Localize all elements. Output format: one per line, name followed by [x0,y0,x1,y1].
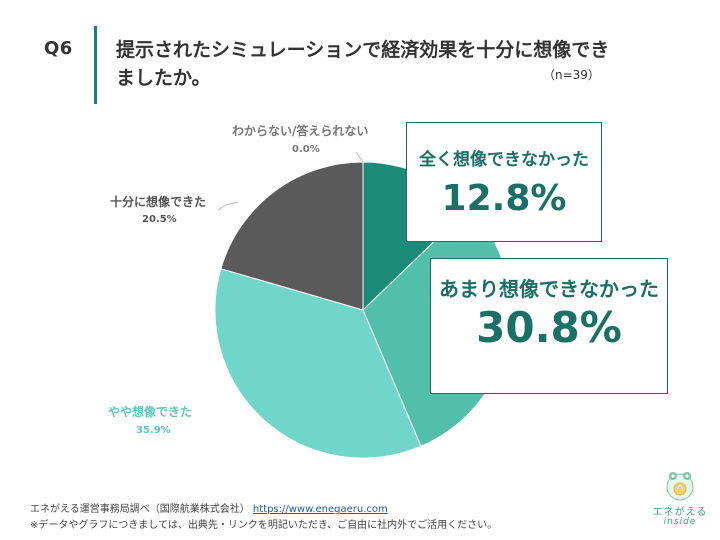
callout-not-really: あまり想像できなかった 30.8% [430,258,668,394]
source-text: エネがえる運営事務局調べ（国際航業株式会社） [30,504,250,515]
source-line: エネがえる運営事務局調べ（国際航業株式会社） https://www.enega… [30,500,388,515]
slice-label-somewhat-imagined: やや想像できた [108,405,193,419]
callout-not-at-all: 全く想像できなかった 12.8% [406,122,602,242]
slice-label-dont-know: わからない/答えられない [232,124,369,138]
leader-lines [217,151,364,211]
source-link[interactable]: https://www.enegaeru.com [252,504,388,515]
title-divider [94,26,97,104]
slice-value-dont-know: 0.0% [292,144,320,155]
logo-name: エネがえる [652,507,708,518]
slice-value-somewhat-imagined: 35.9% [136,425,171,436]
question-number: Q6 [44,38,73,59]
callout-label: 全く想像できなかった [419,150,589,170]
logo-subtitle: inside [663,517,697,527]
pie-slice-fully [220,161,364,311]
leader-line-fully-imagined [217,201,239,211]
callout-label: あまり想像できなかった [439,277,659,301]
brand-logo: エネがえる inside [650,470,710,532]
usage-note: ※データやグラフにつきましては、出典先・リンクを明記いただき、ご自由に社内外でご… [30,520,498,531]
callout-value: 30.8% [476,303,622,352]
callout-value: 12.8% [441,178,567,219]
frog-logo-icon [666,472,694,501]
slice-value-fully-imagined: 20.5% [142,214,177,225]
slice-label-fully-imagined: 十分に想像できた [110,195,207,209]
pie-slice-somewhat [214,268,422,459]
leader-line-dont-know [355,151,364,163]
page-title: 提示されたシミュレーションで経済効果を十分に想像できましたか。 [116,39,610,89]
sample-size: （n=39） [543,68,600,82]
